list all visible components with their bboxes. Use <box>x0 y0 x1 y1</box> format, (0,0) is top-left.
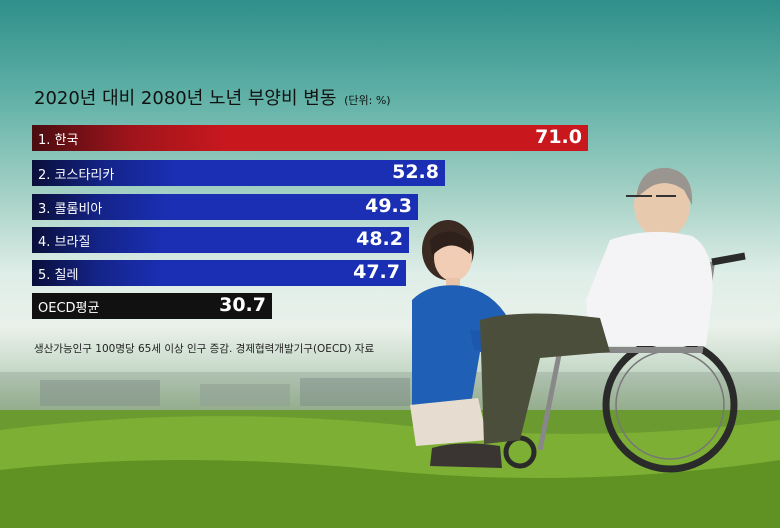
chart-unit-label: (단위: %) <box>344 94 391 107</box>
bar-category-label: 1. 한국 <box>38 133 79 148</box>
bar: 1. 한국 71.0 <box>32 125 588 151</box>
bar-value-label: 48.2 <box>356 228 403 250</box>
bar-value-label: 30.7 <box>219 294 266 316</box>
bar-category-label: 5. 칠레 <box>38 268 79 283</box>
bar: 4. 브라질 48.2 <box>32 227 409 253</box>
chart-title-text: 2020년 대비 2080년 노년 부양비 변동 <box>34 88 337 109</box>
source-note: 생산가능인구 100명당 65세 이상 인구 증감. 경제협력개발기구(OECD… <box>34 343 375 355</box>
bar-value-label: 47.7 <box>353 261 400 283</box>
bar: 5. 칠레 47.7 <box>32 260 406 286</box>
bar-category-label: 3. 콜롬비아 <box>38 202 103 217</box>
chart-title: 2020년 대비 2080년 노년 부양비 변동 (단위: %) <box>34 84 391 110</box>
bar-category-label: OECD평균 <box>38 301 100 316</box>
bar-category-label: 4. 브라질 <box>38 235 91 250</box>
bar: 3. 콜롬비아 49.3 <box>32 194 418 220</box>
bar-value-label: 52.8 <box>392 161 439 183</box>
bar: OECD평균 30.7 <box>32 293 272 319</box>
bar-category-label: 2. 코스타리카 <box>38 168 115 183</box>
bar-value-label: 49.3 <box>365 195 412 217</box>
elderly-man-figure <box>430 167 713 468</box>
bar: 2. 코스타리카 52.8 <box>32 160 445 186</box>
bar-value-label: 71.0 <box>535 126 582 148</box>
